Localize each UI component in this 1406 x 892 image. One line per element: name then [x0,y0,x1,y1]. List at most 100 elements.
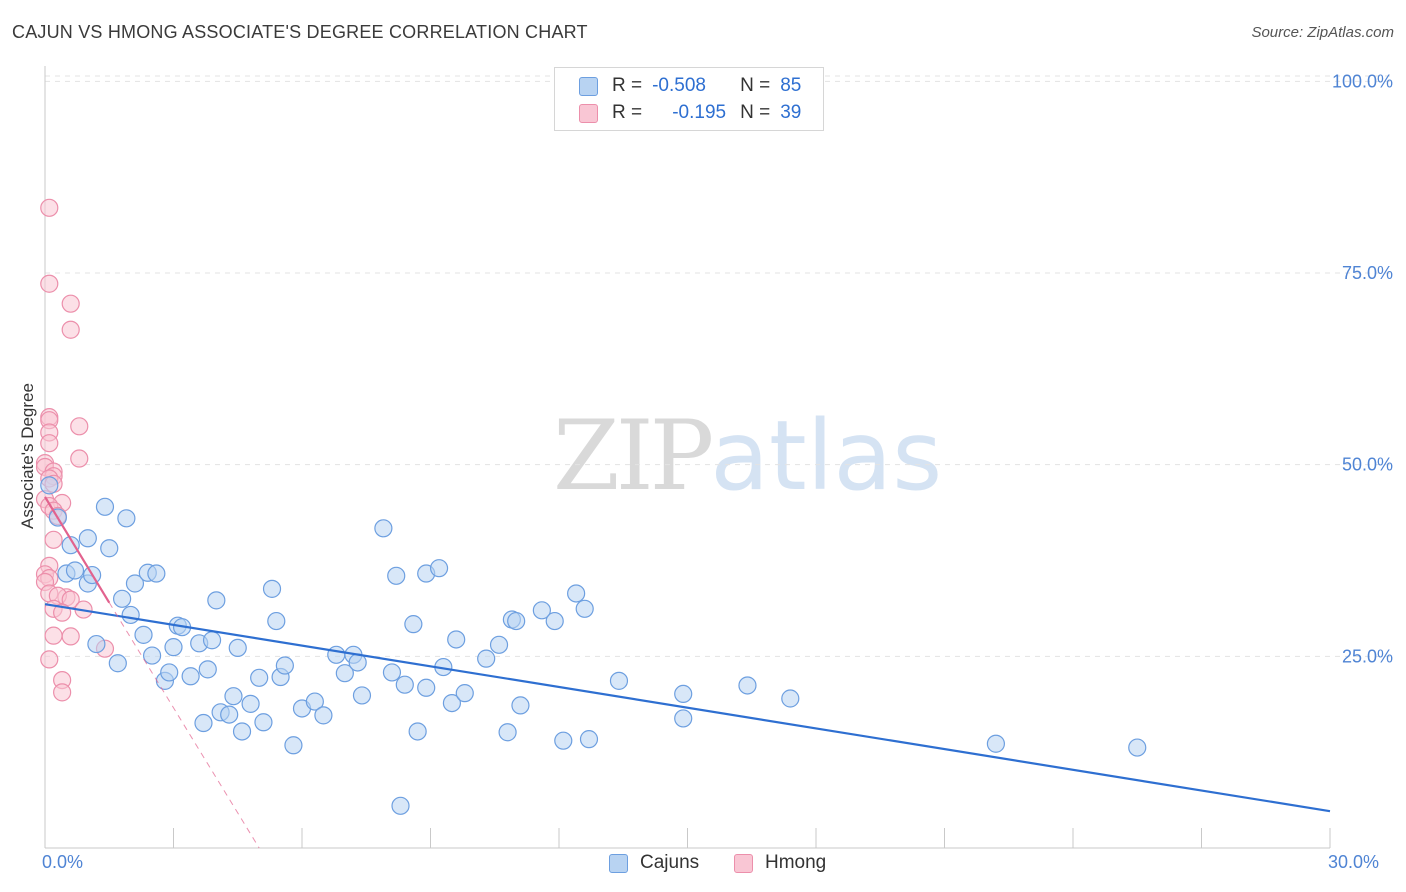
hmong-points [35,198,115,702]
y-tick-label: 25.0% [1342,646,1393,666]
cajun-point [447,630,466,649]
trend-lines [44,496,1331,849]
cajun-point [575,599,594,618]
hmong-trend-extension [108,602,260,849]
cajun-point [78,529,97,548]
hmong-point [44,530,63,549]
legend-row-hmong: R = -0.195 N = 39 [579,100,801,126]
cajun-point [1128,738,1147,757]
cajun-swatch-icon [579,76,598,96]
legend-r-label: R = [612,75,643,96]
cajun-point [241,694,260,713]
cajun-point [194,713,213,733]
cajun-point [498,723,517,742]
y-tick-labels: 25.0% 50.0% 75.0% 100.0% [1332,71,1393,666]
cajun-point [674,684,693,704]
cajun-point [147,564,166,583]
legend-r-value: -0.508 [652,75,706,96]
legend-n-label: N = [740,75,771,96]
cajun-point [781,689,800,708]
cajun-point [224,687,243,706]
legend-label-cajuns: Cajuns [640,852,700,873]
cajun-point [511,696,530,715]
cajun-trend-line [44,603,1331,813]
cajun-point [202,631,222,650]
cajun-point [121,605,140,625]
cajun-point [335,664,354,683]
hmong-point [70,449,89,468]
hmong-point [70,417,89,436]
cajun-point [232,722,252,741]
legend-r-value: -0.195 [672,102,727,123]
cajun-point [554,731,573,750]
legend-label-hmong: Hmong [765,852,827,873]
cajun-point [986,734,1006,753]
cajun-point [429,559,449,578]
cajun-point [160,663,179,682]
y-tick-label: 100.0% [1332,71,1393,91]
legend-n-value: 85 [780,75,802,96]
cajun-point [404,615,423,634]
cajun-point [267,611,286,631]
cajun-point [532,601,551,620]
hmong-point [61,627,80,646]
cajun-point [112,589,132,608]
cajun-point [455,684,474,703]
watermark: ZIPatlas [553,400,942,512]
hmong-trend-line [44,496,111,604]
cajun-point [567,584,586,603]
series-legend: Cajuns Hmong [0,852,1406,878]
y-tick-label: 50.0% [1342,455,1393,475]
cajun-point [387,566,406,585]
cajun-point [164,638,183,657]
cajun-point [108,654,127,673]
hmong-point [40,434,59,453]
cajun-point [314,706,333,725]
cajun-point [305,692,324,711]
cajun-point [275,656,294,675]
hmong-point [61,294,80,313]
y-tick-label: 75.0% [1342,263,1393,283]
cajun-point [327,645,346,664]
cajun-points [40,476,1147,815]
hmong-point [61,320,80,339]
cajun-point [61,536,80,555]
cajun-point [125,574,145,593]
hmong-point [40,198,59,217]
legend-item-hmong: Hmong [734,852,826,874]
cajun-point [507,611,526,631]
watermark-atlas: atlas [710,400,943,512]
cajun-point [674,709,693,728]
hmong-point [40,274,59,293]
cajun-point [142,646,162,665]
cajun-point [65,561,85,580]
cajun-point [198,660,217,679]
cajun-point [579,730,599,749]
cajun-swatch-icon [609,853,628,873]
grid-lines [45,75,1392,657]
cajun-point [374,519,393,538]
cajun-point [477,649,496,668]
cajun-point [391,796,410,815]
legend-row-cajuns: R = -0.508 N = 85 [579,73,801,99]
cajun-point [250,668,269,687]
hmong-swatch-icon [579,103,598,123]
cajun-point [382,663,402,682]
legend-n-label: N = [740,102,771,123]
cajun-point [395,675,414,694]
legend-item-cajuns: Cajuns [609,852,699,874]
cajun-point [220,705,239,724]
legend-r-label: R = [612,102,643,123]
cajun-point [609,671,629,690]
watermark-zip: ZIP [553,400,714,512]
hmong-point [40,650,59,669]
cajun-point [442,693,462,713]
cajun-point [207,591,226,610]
cajun-point [489,635,509,654]
y-axis-label: Associate's Degree [18,383,37,529]
legend-n-value: 39 [780,102,802,123]
source-label: Source: ZipAtlas.com [1251,24,1394,41]
cajun-point [738,676,757,695]
cajun-point [117,509,136,528]
